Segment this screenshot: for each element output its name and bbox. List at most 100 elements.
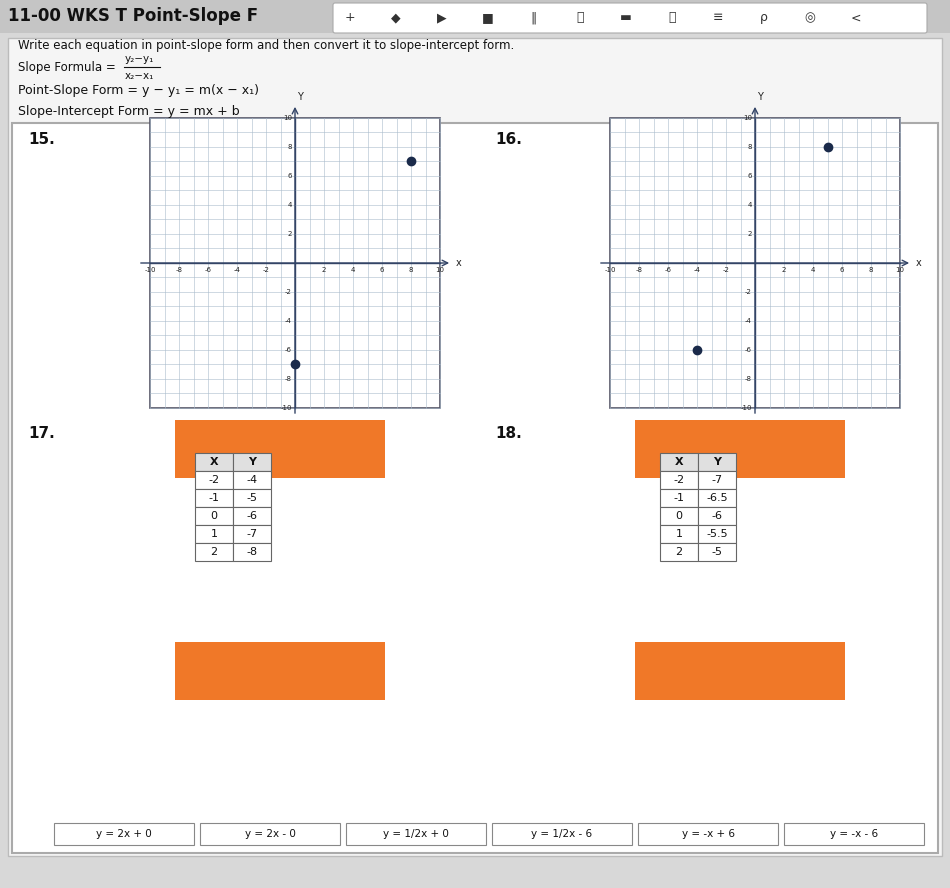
Text: 10: 10 <box>283 115 292 121</box>
Text: -10: -10 <box>740 405 752 411</box>
Text: x: x <box>916 258 922 268</box>
Text: 6: 6 <box>748 173 752 179</box>
Text: ⬛: ⬛ <box>577 12 583 25</box>
Text: x₂−x₁: x₂−x₁ <box>125 71 154 81</box>
FancyBboxPatch shape <box>638 823 778 845</box>
Text: Point-Slope Form = y − y₁ = m(x − x₁): Point-Slope Form = y − y₁ = m(x − x₁) <box>18 84 259 98</box>
Text: -6: -6 <box>246 511 257 521</box>
FancyBboxPatch shape <box>0 0 950 33</box>
FancyBboxPatch shape <box>660 471 698 489</box>
FancyBboxPatch shape <box>333 3 927 33</box>
Text: -2: -2 <box>208 475 219 485</box>
Text: y = 1/2x - 6: y = 1/2x - 6 <box>531 829 593 839</box>
Text: 17.: 17. <box>28 425 55 440</box>
Text: -8: -8 <box>246 547 257 557</box>
Text: 6: 6 <box>380 267 384 273</box>
Text: -5: -5 <box>712 547 723 557</box>
Text: 4: 4 <box>288 202 292 208</box>
Text: -6: -6 <box>745 347 752 353</box>
FancyBboxPatch shape <box>233 543 271 561</box>
Text: 4: 4 <box>351 267 355 273</box>
FancyBboxPatch shape <box>635 420 845 478</box>
Text: ▬: ▬ <box>620 12 632 25</box>
FancyBboxPatch shape <box>195 489 233 507</box>
Text: 4: 4 <box>810 267 815 273</box>
FancyBboxPatch shape <box>233 489 271 507</box>
Text: -10: -10 <box>604 267 616 273</box>
Text: -8: -8 <box>176 267 182 273</box>
Text: ◎: ◎ <box>805 12 815 25</box>
FancyBboxPatch shape <box>698 453 736 471</box>
FancyBboxPatch shape <box>195 453 233 471</box>
FancyBboxPatch shape <box>784 823 924 845</box>
FancyBboxPatch shape <box>233 453 271 471</box>
FancyBboxPatch shape <box>233 471 271 489</box>
FancyBboxPatch shape <box>698 525 736 543</box>
Text: -5.5: -5.5 <box>706 529 728 539</box>
Text: ■: ■ <box>482 12 494 25</box>
Text: 0: 0 <box>211 511 218 521</box>
Text: -4: -4 <box>745 318 752 324</box>
Text: Slope Formula =: Slope Formula = <box>18 61 120 75</box>
Text: y = -x + 6: y = -x + 6 <box>681 829 734 839</box>
Text: 11-00 WKS T Point-Slope F: 11-00 WKS T Point-Slope F <box>8 7 258 25</box>
Text: 1: 1 <box>211 529 218 539</box>
Text: -4: -4 <box>246 475 257 485</box>
Text: 8: 8 <box>288 144 292 150</box>
Text: -2: -2 <box>723 267 730 273</box>
Text: -6: -6 <box>664 267 672 273</box>
Text: 10: 10 <box>435 267 445 273</box>
Text: Y: Y <box>757 92 763 102</box>
Text: ◆: ◆ <box>391 12 401 25</box>
Text: -2: -2 <box>285 289 292 295</box>
FancyBboxPatch shape <box>660 489 698 507</box>
Text: 2: 2 <box>675 547 682 557</box>
Text: ‖: ‖ <box>531 12 537 25</box>
FancyBboxPatch shape <box>635 642 845 700</box>
Text: 2: 2 <box>748 231 752 237</box>
FancyBboxPatch shape <box>698 471 736 489</box>
Text: -7: -7 <box>246 529 257 539</box>
Text: y = 2x - 0: y = 2x - 0 <box>244 829 295 839</box>
FancyBboxPatch shape <box>698 489 736 507</box>
Text: -6: -6 <box>712 511 723 521</box>
FancyBboxPatch shape <box>660 453 698 471</box>
Text: 0: 0 <box>675 511 682 521</box>
Text: Y: Y <box>297 92 303 102</box>
Text: 1: 1 <box>675 529 682 539</box>
FancyBboxPatch shape <box>175 420 385 478</box>
FancyBboxPatch shape <box>233 525 271 543</box>
Text: 8: 8 <box>868 267 873 273</box>
Text: 6: 6 <box>288 173 292 179</box>
Text: -8: -8 <box>745 376 752 382</box>
Text: Y: Y <box>713 457 721 467</box>
Text: -7: -7 <box>712 475 723 485</box>
FancyBboxPatch shape <box>660 507 698 525</box>
FancyBboxPatch shape <box>195 525 233 543</box>
Text: -1: -1 <box>674 493 685 503</box>
Text: x: x <box>456 258 462 268</box>
Text: -4: -4 <box>234 267 240 273</box>
Text: -2: -2 <box>745 289 752 295</box>
FancyBboxPatch shape <box>12 123 938 853</box>
Text: -6.5: -6.5 <box>706 493 728 503</box>
Text: 4: 4 <box>748 202 752 208</box>
Text: 10: 10 <box>896 267 904 273</box>
Text: ρ: ρ <box>760 12 768 25</box>
Text: +: + <box>345 12 355 25</box>
Text: -2: -2 <box>674 475 685 485</box>
FancyBboxPatch shape <box>200 823 340 845</box>
Text: -4: -4 <box>694 267 700 273</box>
Text: ≡: ≡ <box>712 12 723 25</box>
FancyBboxPatch shape <box>8 38 942 856</box>
Text: 15.: 15. <box>28 132 55 147</box>
Text: -8: -8 <box>636 267 642 273</box>
FancyBboxPatch shape <box>195 507 233 525</box>
Text: y = 1/2x + 0: y = 1/2x + 0 <box>383 829 449 839</box>
Text: -6: -6 <box>204 267 212 273</box>
Text: 2: 2 <box>322 267 326 273</box>
Text: -1: -1 <box>208 493 219 503</box>
Text: y = 2x + 0: y = 2x + 0 <box>96 829 152 839</box>
Text: Y: Y <box>248 457 256 467</box>
FancyBboxPatch shape <box>346 823 486 845</box>
